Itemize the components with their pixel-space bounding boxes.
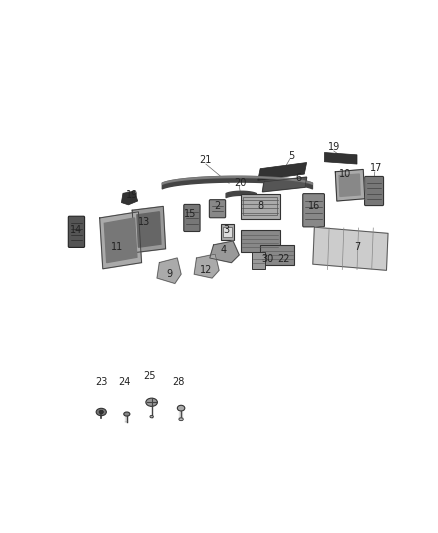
- Text: 23: 23: [95, 377, 107, 387]
- Ellipse shape: [150, 415, 153, 418]
- Text: 11: 11: [111, 242, 123, 252]
- Text: 2: 2: [214, 201, 221, 212]
- FancyBboxPatch shape: [364, 176, 384, 206]
- Text: 3: 3: [224, 224, 230, 235]
- Polygon shape: [104, 218, 137, 263]
- Text: 19: 19: [328, 142, 340, 152]
- Text: 5: 5: [288, 151, 294, 161]
- Bar: [221, 224, 234, 240]
- Ellipse shape: [124, 412, 130, 416]
- Text: 15: 15: [184, 209, 197, 219]
- FancyBboxPatch shape: [303, 193, 325, 227]
- Text: 19: 19: [126, 190, 138, 200]
- Text: 10: 10: [339, 169, 352, 179]
- Bar: [223, 227, 232, 237]
- Text: 9: 9: [166, 269, 173, 279]
- Text: 30: 30: [262, 254, 274, 264]
- Bar: [240, 194, 279, 219]
- Polygon shape: [137, 212, 161, 247]
- Text: 16: 16: [308, 201, 321, 212]
- Text: 8: 8: [257, 201, 263, 212]
- Text: 28: 28: [173, 377, 185, 387]
- Text: 24: 24: [118, 377, 131, 387]
- Polygon shape: [258, 163, 307, 180]
- Bar: [260, 245, 294, 265]
- FancyBboxPatch shape: [68, 216, 85, 247]
- Polygon shape: [100, 212, 141, 269]
- FancyBboxPatch shape: [184, 205, 200, 231]
- Polygon shape: [325, 152, 357, 164]
- Ellipse shape: [96, 408, 106, 416]
- Text: 20: 20: [235, 179, 247, 188]
- Ellipse shape: [179, 418, 183, 421]
- Bar: [243, 197, 277, 215]
- Text: 21: 21: [200, 155, 212, 165]
- Polygon shape: [157, 258, 181, 284]
- Polygon shape: [339, 174, 360, 196]
- Text: 6: 6: [296, 173, 302, 183]
- Polygon shape: [132, 206, 166, 253]
- Ellipse shape: [146, 398, 157, 406]
- Text: 12: 12: [200, 265, 212, 276]
- Bar: [252, 252, 265, 269]
- Text: 22: 22: [277, 254, 290, 264]
- Polygon shape: [262, 177, 307, 192]
- FancyBboxPatch shape: [209, 200, 226, 218]
- Text: 14: 14: [71, 224, 83, 235]
- Polygon shape: [210, 241, 239, 263]
- Polygon shape: [121, 191, 138, 205]
- Polygon shape: [99, 410, 104, 414]
- Ellipse shape: [177, 405, 185, 411]
- Text: 7: 7: [354, 242, 360, 252]
- Polygon shape: [313, 227, 388, 270]
- Text: 4: 4: [221, 245, 227, 255]
- Polygon shape: [194, 254, 219, 278]
- Polygon shape: [336, 169, 365, 201]
- Bar: [240, 230, 279, 252]
- Text: 17: 17: [370, 163, 382, 173]
- Text: 13: 13: [138, 217, 150, 227]
- Text: 25: 25: [143, 371, 155, 381]
